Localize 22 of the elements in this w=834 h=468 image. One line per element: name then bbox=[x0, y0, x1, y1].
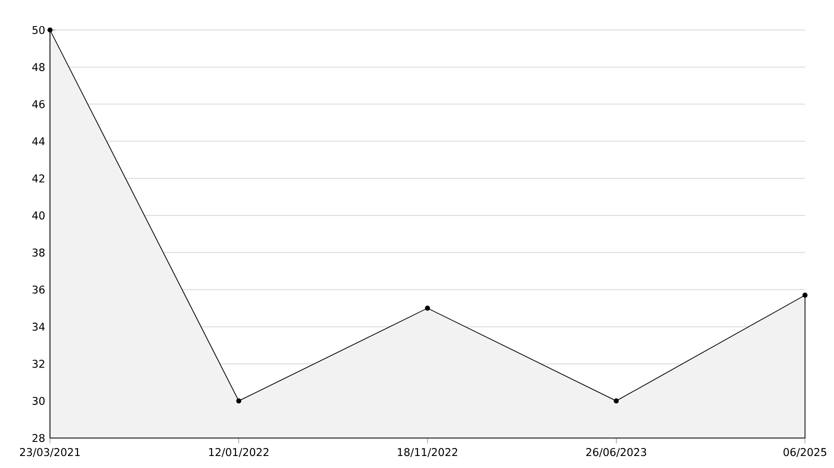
y-tick-label: 36 bbox=[32, 286, 45, 294]
point bbox=[47, 27, 53, 33]
x-tick-label: 06/2025 bbox=[784, 448, 826, 457]
point bbox=[614, 398, 619, 404]
point bbox=[424, 306, 430, 311]
y-tick-label: 32 bbox=[32, 360, 44, 368]
y-tick-label: 44 bbox=[32, 137, 45, 146]
point bbox=[802, 292, 808, 298]
y-tick-label: 28 bbox=[32, 434, 45, 442]
y-tick-label: 46 bbox=[32, 100, 45, 108]
y-tick-label: 40 bbox=[32, 211, 45, 220]
x-tick-label: 12/01/2022 bbox=[209, 448, 268, 457]
point bbox=[236, 398, 242, 404]
y-tick-label: 48 bbox=[32, 63, 45, 72]
x-tick-label: 23/03/2021 bbox=[20, 448, 80, 457]
x-tick-label: 26/06/2023 bbox=[586, 448, 646, 457]
y-tick-label: 34 bbox=[32, 322, 45, 331]
y-tick-label: 30 bbox=[32, 396, 45, 405]
x-tick-label: 18/11/2022 bbox=[398, 448, 458, 457]
y-tick-label: 42 bbox=[32, 174, 44, 182]
y-tick-label: 50 bbox=[32, 26, 45, 34]
y-tick-label: 38 bbox=[32, 248, 45, 257]
